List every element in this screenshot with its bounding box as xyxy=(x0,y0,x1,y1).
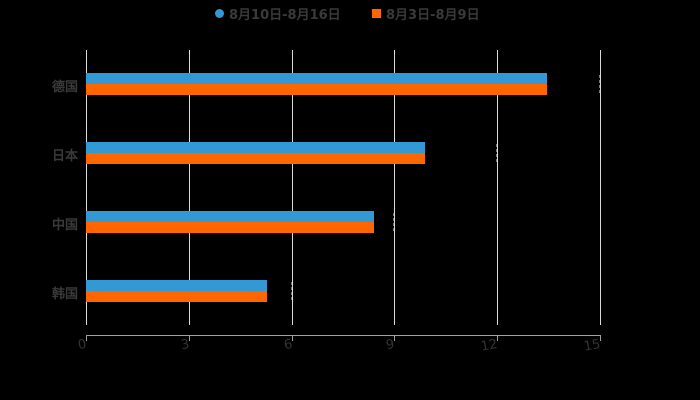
gridline xyxy=(497,50,498,325)
gridline xyxy=(292,50,293,325)
x-tick xyxy=(394,335,395,341)
data-label-mark xyxy=(496,144,499,162)
bar-blue[interactable] xyxy=(86,73,547,84)
x-tick xyxy=(292,335,293,341)
x-tick-label: 15 xyxy=(582,337,602,355)
gridline xyxy=(86,50,87,325)
chart-legend: 8月10日-8月16日 8月3日-8月9日 xyxy=(0,3,700,23)
data-label-mark xyxy=(599,75,602,93)
x-tick xyxy=(497,335,498,341)
legend-item-series-1[interactable]: 8月10日-8月16日 xyxy=(215,3,341,23)
bar-orange[interactable] xyxy=(86,84,547,95)
x-tick-label: 12 xyxy=(479,337,499,355)
data-label-mark xyxy=(291,282,294,300)
x-tick-label: 3 xyxy=(179,337,191,354)
x-tick-label: 0 xyxy=(76,337,88,354)
legend-circle-icon xyxy=(215,8,224,18)
gridline xyxy=(189,50,190,325)
x-tick xyxy=(86,335,87,341)
bar-orange[interactable] xyxy=(86,291,267,302)
bar-orange[interactable] xyxy=(86,222,374,233)
legend-square-icon xyxy=(372,8,381,18)
gridline xyxy=(394,50,395,325)
bar-blue[interactable] xyxy=(86,280,267,291)
bar-blue[interactable] xyxy=(86,211,374,222)
gridline xyxy=(600,50,601,325)
category-label: 韩国 xyxy=(51,287,78,302)
x-tick xyxy=(600,335,601,341)
x-tick-label: 9 xyxy=(384,337,396,354)
bar-orange[interactable] xyxy=(86,153,425,164)
x-tick xyxy=(189,335,190,341)
category-label: 中国 xyxy=(51,218,78,233)
x-axis-line xyxy=(86,335,601,336)
bar-blue[interactable] xyxy=(86,142,425,153)
legend-label: 8月3日-8月9日 xyxy=(386,7,480,23)
legend-label: 8月10日-8月16日 xyxy=(229,7,341,23)
category-label: 日本 xyxy=(51,149,78,164)
x-tick-label: 6 xyxy=(282,337,294,354)
category-label: 德国 xyxy=(51,80,78,95)
legend-item-series-2[interactable]: 8月3日-8月9日 xyxy=(372,3,480,23)
data-label-mark xyxy=(393,213,396,231)
